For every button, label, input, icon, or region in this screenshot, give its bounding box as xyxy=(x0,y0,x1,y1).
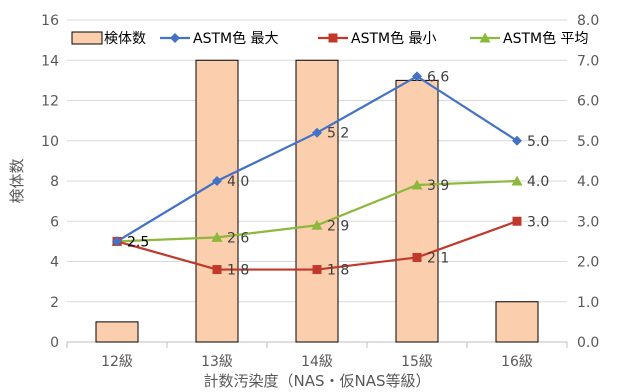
series-marker xyxy=(412,71,422,82)
series-marker xyxy=(411,179,423,190)
y-axis-title: 検体数 xyxy=(8,158,26,203)
bar xyxy=(95,321,139,343)
series-marker xyxy=(312,265,322,275)
y-tick-label: 4 xyxy=(50,255,59,271)
bar xyxy=(195,59,239,343)
series-marker xyxy=(512,216,522,226)
legend-marker xyxy=(328,33,338,43)
x-tick-label: 14級 xyxy=(301,354,333,370)
data-label: 3.0 xyxy=(527,214,549,230)
y-tick-label: 14 xyxy=(41,53,59,69)
y-tick-label: 6 xyxy=(50,214,59,230)
y2-tick-label: 4.0 xyxy=(577,174,599,190)
y-tick-label: 0 xyxy=(50,335,59,351)
series-marker xyxy=(212,176,222,186)
series-marker xyxy=(412,252,422,262)
data-label: 2.1 xyxy=(427,250,449,266)
data-label: 1.8 xyxy=(327,263,349,279)
series-marker xyxy=(512,135,522,146)
legend-label: ASTM色 最小 xyxy=(351,30,437,47)
data-label: 2.9 xyxy=(327,218,349,234)
y2-tick-label: 5.0 xyxy=(577,134,599,150)
series-marker xyxy=(511,175,523,186)
data-label: 1.8 xyxy=(227,263,249,279)
y-tick-label: 2 xyxy=(50,295,59,311)
bar xyxy=(395,79,439,343)
x-tick-label: 15級 xyxy=(401,354,433,370)
x-axis-title: 計数汚染度（NAS・仮NAS等級） xyxy=(203,372,430,390)
data-label: 2.6 xyxy=(227,230,249,246)
y2-tick-label: 7.0 xyxy=(577,53,599,69)
bar xyxy=(495,301,539,343)
data-label: 4.0 xyxy=(227,174,249,190)
x-tick-label: 13級 xyxy=(201,354,233,370)
data-label: 5.2 xyxy=(327,126,349,142)
data-label: 3.9 xyxy=(427,178,449,194)
y2-tick-label: 6.0 xyxy=(577,94,599,110)
y2-tick-label: 2.0 xyxy=(577,255,599,271)
y2-tick-label: 1.0 xyxy=(577,295,599,311)
data-label: 5.0 xyxy=(527,134,549,150)
series-marker xyxy=(112,236,122,247)
legend-marker xyxy=(170,33,180,43)
series-marker xyxy=(311,219,323,230)
y2-tick-label: 8.0 xyxy=(577,13,599,29)
y2-tick-label: 3.0 xyxy=(577,214,599,230)
series-marker xyxy=(212,265,222,275)
y2-tick-label: 0.0 xyxy=(577,335,599,351)
x-tick-label: 16級 xyxy=(501,354,533,370)
legend-marker xyxy=(479,32,491,43)
legend-swatch xyxy=(71,31,103,45)
series-marker xyxy=(312,127,322,138)
legend-label: ASTM色 最大 xyxy=(193,30,279,47)
bar xyxy=(295,59,339,343)
x-tick-label: 12級 xyxy=(101,354,133,370)
data-label: 2.5 xyxy=(127,234,149,250)
data-label: 6.6 xyxy=(427,69,449,85)
data-label: 4.0 xyxy=(527,174,549,190)
legend-label: ASTM色 平均 xyxy=(503,30,589,47)
legend-label: 検体数 xyxy=(104,31,146,47)
y-tick-label: 10 xyxy=(41,134,59,150)
y-tick-label: 12 xyxy=(41,94,59,110)
y-tick-label: 16 xyxy=(41,13,59,29)
series-marker xyxy=(211,231,223,242)
y-tick-label: 8 xyxy=(50,174,59,190)
